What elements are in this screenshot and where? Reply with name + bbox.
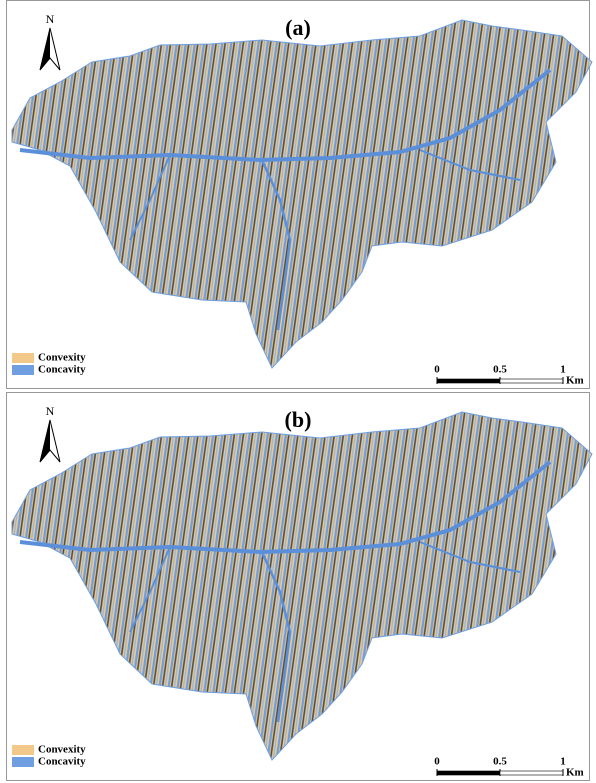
scale-label: 0 bbox=[434, 364, 440, 376]
figure: (a)NConvexityConcavity00.51Km(b)NConvexi… bbox=[0, 0, 596, 783]
legend-label: Concavity bbox=[38, 756, 86, 768]
north-label: N bbox=[46, 12, 55, 26]
scale-label: 1 bbox=[560, 364, 566, 376]
legend-swatch bbox=[12, 757, 34, 767]
scale-segment bbox=[437, 771, 500, 775]
north-label: N bbox=[46, 404, 55, 418]
legend-swatch bbox=[12, 353, 34, 363]
scale-segment bbox=[500, 771, 563, 775]
legend-swatch bbox=[12, 745, 34, 755]
scale-unit: Km bbox=[566, 375, 584, 387]
scale-segment bbox=[437, 379, 500, 383]
scale-label: 0.5 bbox=[493, 756, 507, 768]
scale-label: 1 bbox=[560, 756, 566, 768]
legend-swatch bbox=[12, 365, 34, 375]
panel-label: (a) bbox=[285, 15, 311, 40]
scale-label: 0.5 bbox=[493, 364, 507, 376]
legend-label: Convexity bbox=[38, 352, 86, 364]
scale-label: 0 bbox=[434, 756, 440, 768]
scale-segment bbox=[500, 379, 563, 383]
legend-label: Convexity bbox=[38, 744, 86, 756]
panel-label: (b) bbox=[285, 407, 312, 432]
scale-unit: Km bbox=[566, 767, 584, 779]
legend-label: Concavity bbox=[38, 364, 86, 376]
